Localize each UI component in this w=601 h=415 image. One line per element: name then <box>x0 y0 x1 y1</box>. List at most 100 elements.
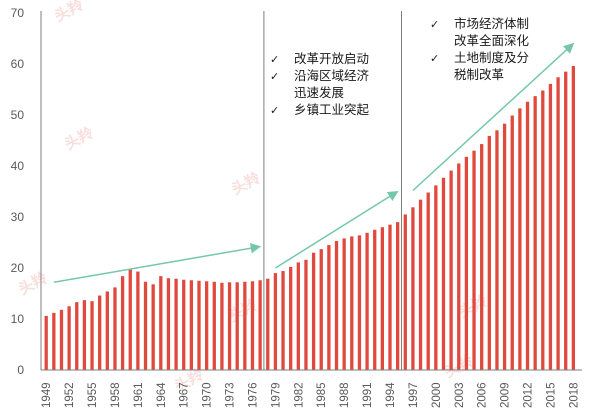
bar <box>411 207 415 370</box>
bar <box>151 284 155 370</box>
bar <box>273 273 278 370</box>
bar <box>235 282 239 370</box>
x-tick-label: 1979 <box>270 382 282 408</box>
bar <box>204 281 209 370</box>
check-icon: ✓ <box>430 18 439 31</box>
bar <box>82 300 87 370</box>
watermark-logo: 头羚 <box>61 124 96 154</box>
x-tick-label: 1994 <box>385 382 397 408</box>
bar <box>395 222 400 370</box>
bar <box>67 306 71 370</box>
x-tick-label: 1949 <box>41 382 53 408</box>
x-axis: 1949 1952 1955 1958 1961 1964 1967 1970 1973 1976… <box>41 369 582 408</box>
bar <box>75 302 79 370</box>
bar <box>357 235 362 370</box>
bar <box>457 163 461 370</box>
bar <box>487 135 491 370</box>
bar <box>541 90 545 371</box>
bar <box>136 271 140 370</box>
watermark-layer: 头羚头羚头羚头羚头羚头羚头羚头羚 <box>15 0 490 396</box>
x-tick-label: 2018 <box>568 382 580 408</box>
x-tick-label: 1955 <box>87 382 99 408</box>
bar <box>495 130 499 370</box>
bar <box>441 177 446 370</box>
annotation-line: 沿海区域经济 <box>294 68 370 83</box>
trend-arrows <box>53 42 575 284</box>
bar <box>319 249 323 370</box>
bar <box>120 276 125 370</box>
x-tick-label: 1970 <box>202 382 214 408</box>
y-tick-label: 60 <box>11 57 25 71</box>
bar <box>220 282 224 370</box>
bar <box>166 278 171 370</box>
y-tick-label: 70 <box>11 6 25 20</box>
bar <box>143 281 148 370</box>
y-tick-label: 30 <box>11 210 25 224</box>
bar <box>304 259 308 370</box>
x-tick-label: 1958 <box>110 382 122 408</box>
x-tick-label: 1997 <box>408 382 420 408</box>
x-tick-label: 1964 <box>156 382 168 408</box>
bar <box>243 281 247 370</box>
x-tick-label: 1976 <box>248 382 260 408</box>
y-tick-label: 40 <box>11 159 25 173</box>
y-tick-label: 0 <box>17 363 24 377</box>
bar <box>159 276 163 370</box>
bar <box>266 278 270 370</box>
bar <box>182 279 186 370</box>
check-icon: ✓ <box>270 53 279 66</box>
bar <box>227 282 232 370</box>
bar <box>311 252 316 370</box>
bar <box>342 238 346 370</box>
x-tick-label: 1967 <box>179 382 191 408</box>
bar <box>564 71 568 371</box>
bar <box>388 224 392 370</box>
bar-series <box>44 66 576 371</box>
bar <box>250 281 255 370</box>
check-icon: ✓ <box>270 70 279 83</box>
bar <box>289 266 293 370</box>
bar <box>403 214 407 370</box>
bar <box>373 229 377 370</box>
bar <box>327 245 331 370</box>
bar <box>90 301 94 370</box>
annotation-line: 税制改革 <box>454 67 504 82</box>
bar <box>334 240 339 370</box>
bar <box>464 156 469 370</box>
bar <box>480 144 484 370</box>
bar <box>350 236 354 370</box>
watermark-logo: 头羚 <box>228 169 263 199</box>
y-tick-label: 10 <box>11 312 25 326</box>
bar <box>296 262 300 370</box>
period-dividers <box>263 11 402 370</box>
bar <box>525 101 530 371</box>
x-tick-label: 1991 <box>362 382 374 408</box>
bar <box>174 278 178 370</box>
x-tick-label: 1952 <box>64 382 76 408</box>
y-tick-label: 50 <box>11 108 25 122</box>
bar <box>212 281 216 370</box>
trend-arrow <box>53 243 262 284</box>
bar <box>128 269 132 370</box>
bar <box>556 77 560 370</box>
check-icon: ✓ <box>430 52 439 65</box>
bar <box>510 115 514 370</box>
bar <box>113 287 117 370</box>
check-icon: ✓ <box>270 104 279 117</box>
bar <box>548 83 553 370</box>
bar <box>105 291 109 370</box>
x-tick-label: 2009 <box>500 382 512 408</box>
bar <box>258 280 262 370</box>
x-tick-label: 2006 <box>477 382 489 408</box>
bar <box>59 309 64 370</box>
annotation-line: 改革全面深化 <box>454 33 530 48</box>
x-tick-label: 1961 <box>133 382 145 408</box>
x-tick-label: 1988 <box>339 382 351 408</box>
bar <box>380 227 385 370</box>
bar <box>518 108 522 371</box>
annotation-line: 迅速发展 <box>294 85 344 100</box>
